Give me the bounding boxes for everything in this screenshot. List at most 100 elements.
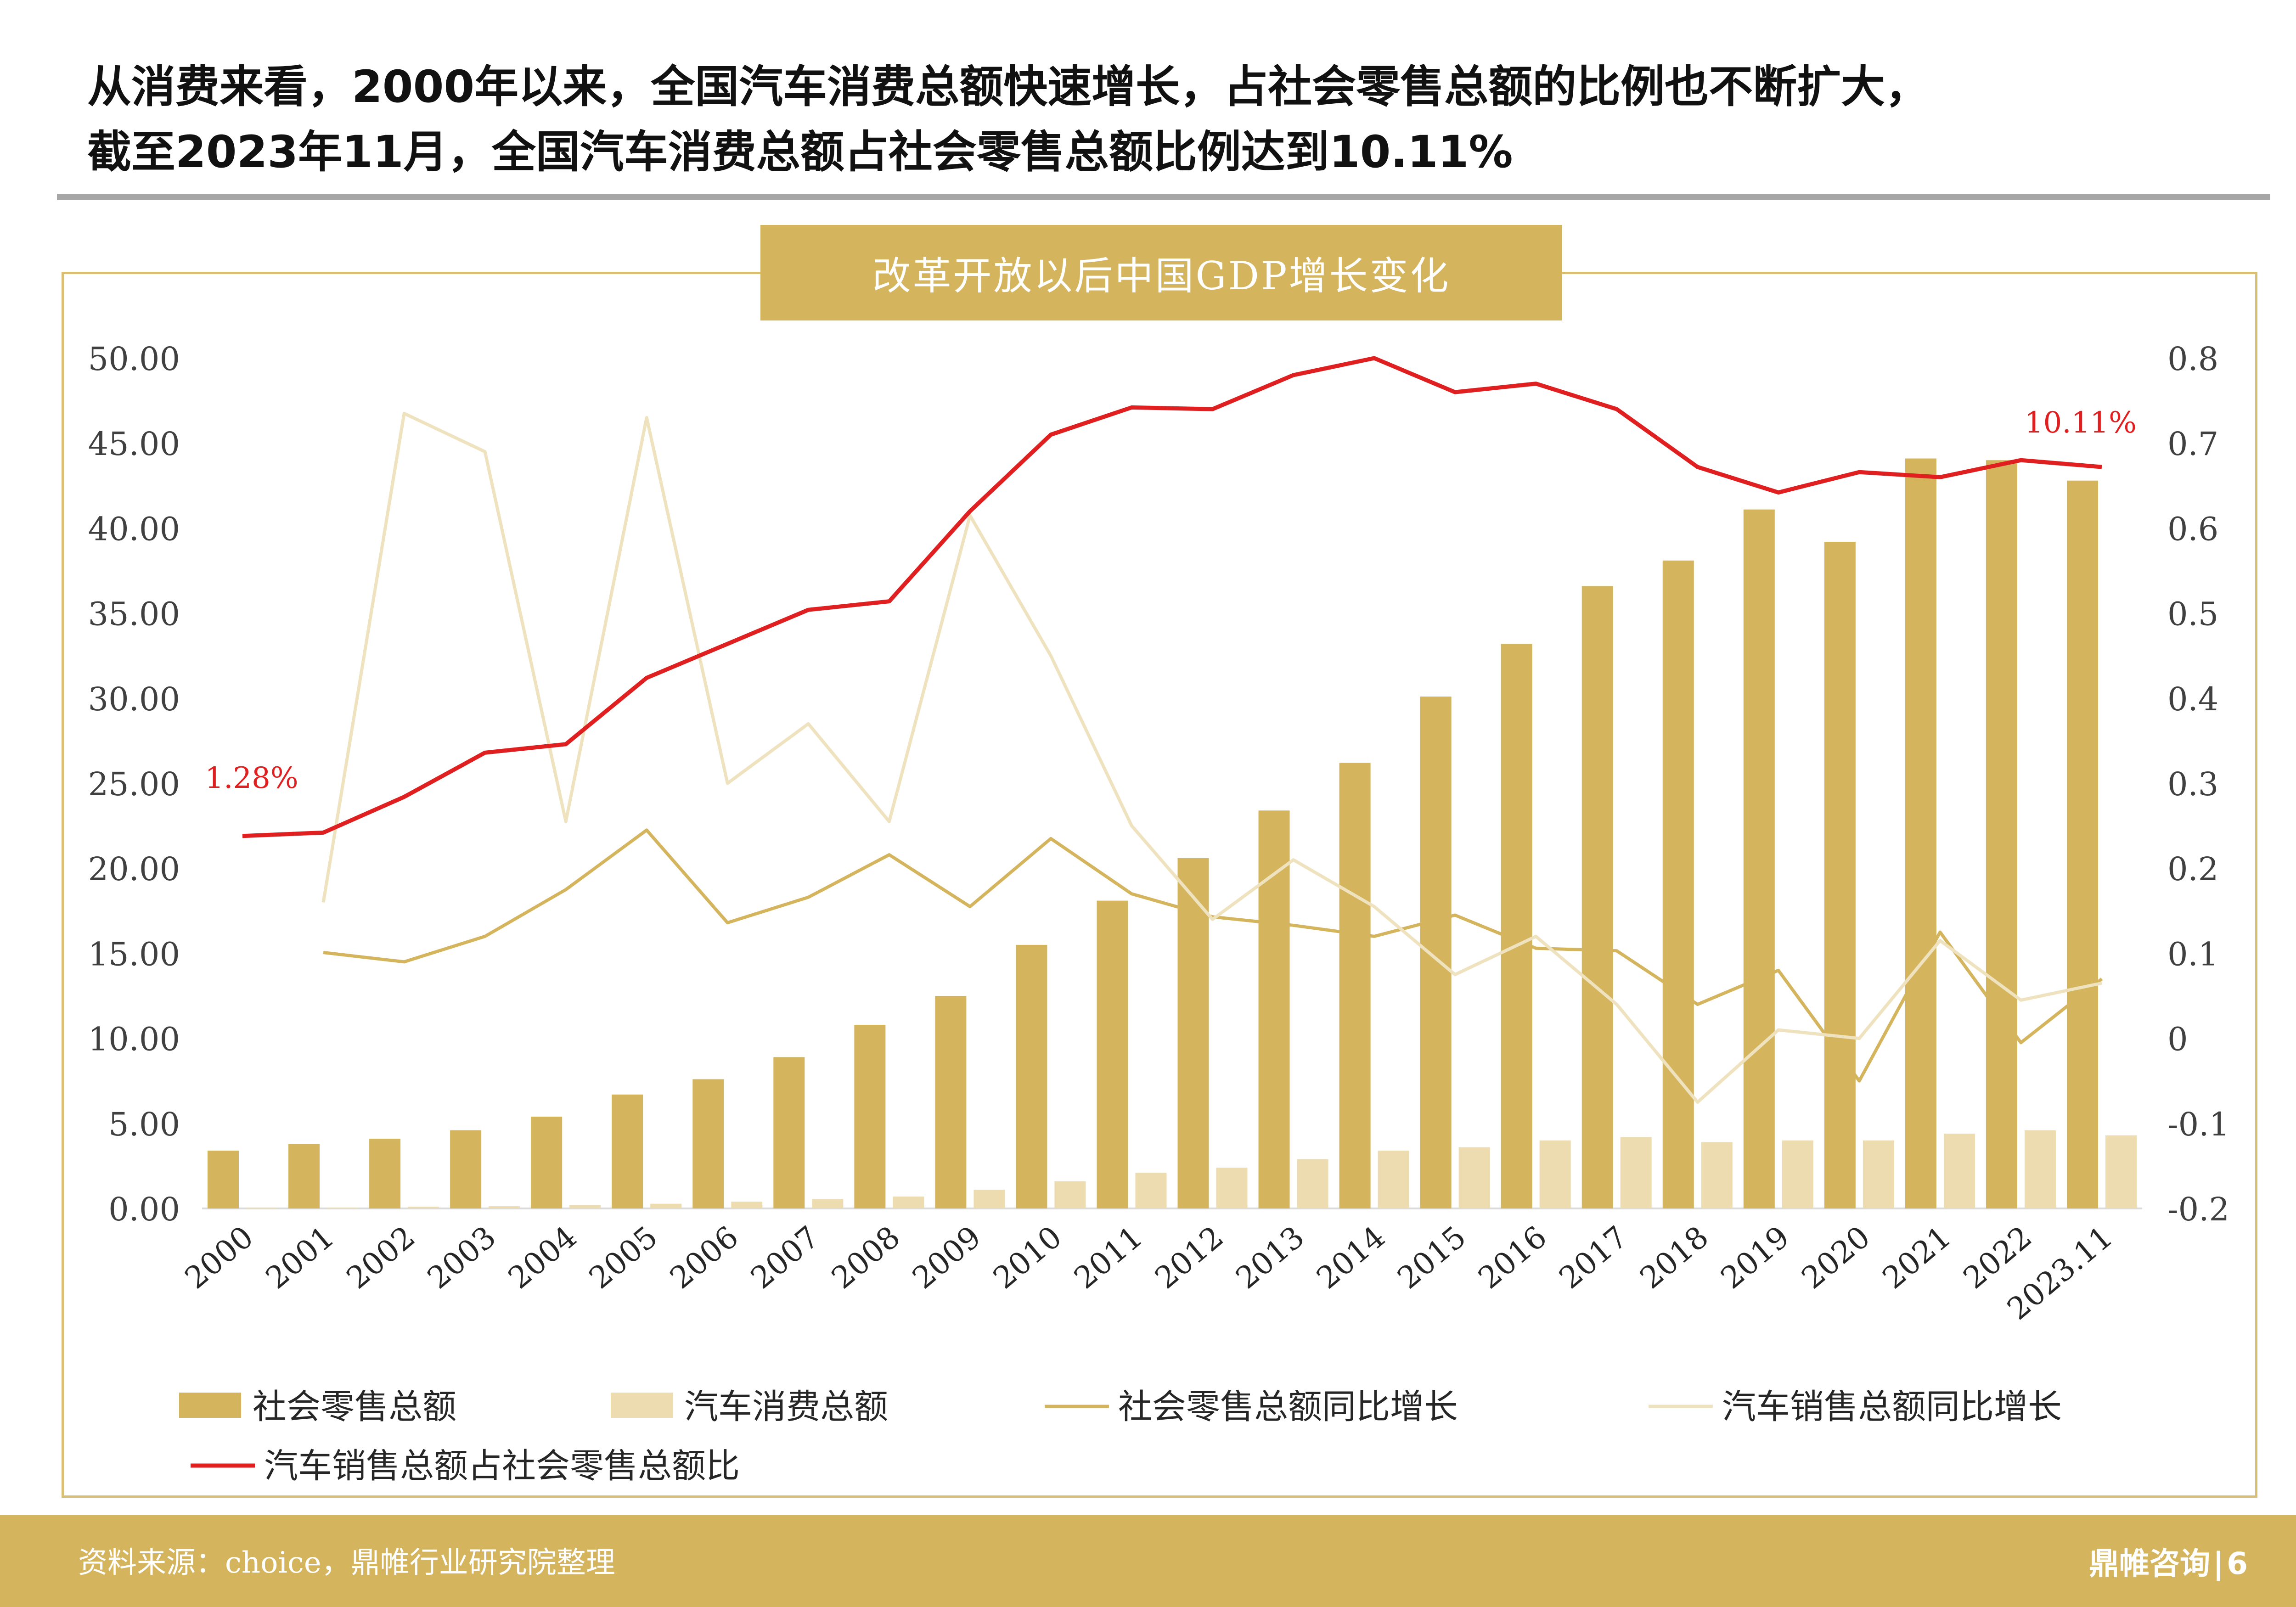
bar-auto-consumption — [1782, 1140, 1813, 1208]
bar-retail-total — [1824, 542, 1856, 1208]
bar-auto-consumption — [1378, 1151, 1409, 1208]
bar-retail-total — [1016, 944, 1047, 1208]
y-right-tick-label: -0.2 — [2167, 1191, 2229, 1228]
y-left-tick-label: 25.00 — [88, 765, 180, 803]
headline-line-1: 从消费来看，2000年以来，全国汽车消费总额快速增长，占社会零售总额的比例也不断… — [87, 61, 1930, 112]
bar-retail-total — [1986, 460, 2017, 1208]
series-line-1 — [323, 828, 2103, 1083]
x-tick-label: 2015 — [1391, 1219, 1473, 1296]
legend-label: 社会零售总额同比增长 — [1118, 1387, 1458, 1427]
y-right-tick-label: 0 — [2167, 1021, 2188, 1058]
y-left-tick-label: 20.00 — [88, 850, 180, 888]
legend-label: 社会零售总额 — [253, 1387, 456, 1427]
bar-retail-total — [1339, 763, 1371, 1208]
bar-retail-total — [612, 1094, 643, 1208]
bar-retail-total — [1258, 810, 1290, 1208]
bar-auto-consumption — [246, 1208, 278, 1209]
bar-retail-total — [854, 1024, 886, 1208]
x-tick-label: 2007 — [744, 1219, 826, 1296]
y-right-tick-label: 0.1 — [2167, 935, 2218, 973]
bar-auto-consumption — [569, 1205, 601, 1208]
x-tick-label: 2001 — [259, 1219, 341, 1296]
source-note: 资料来源：choice，鼎帷行业研究院整理 — [78, 1546, 615, 1580]
x-tick-label: 2013 — [1229, 1219, 1311, 1296]
y-right-tick-label: 0.5 — [2167, 596, 2218, 633]
bar-retail-total — [1905, 458, 1936, 1208]
chart-title: 改革开放以后中国GDP增长变化 — [760, 225, 1562, 320]
y-left-tick-label: 40.00 — [88, 510, 180, 548]
x-tick-label: 2019 — [1714, 1219, 1796, 1296]
bar-retail-total — [1420, 697, 1452, 1208]
bar-retail-total — [1097, 900, 1128, 1208]
x-tick-label: 2002 — [340, 1219, 422, 1296]
bar-retail-total — [773, 1057, 805, 1208]
bar-retail-total — [450, 1130, 482, 1208]
bar-auto-consumption — [812, 1199, 844, 1208]
y-right-tick-label: 0.8 — [2167, 340, 2218, 378]
bar-retail-total — [1743, 509, 1775, 1208]
legend-label: 汽车消费总额 — [684, 1387, 888, 1427]
y-right-tick-label: 0.6 — [2167, 510, 2218, 548]
legend-label: 汽车销售总额同比增长 — [1722, 1387, 2062, 1427]
y-left-tick-label: 10.00 — [88, 1021, 180, 1058]
x-tick-label: 2018 — [1633, 1219, 1715, 1296]
bar-retail-total — [208, 1151, 239, 1208]
page-number: 6 — [2227, 1546, 2248, 1581]
bar-auto-consumption — [1943, 1134, 1975, 1208]
footer-bar — [0, 1515, 2296, 1607]
y-left-tick-label: 0.00 — [108, 1191, 180, 1228]
bar-auto-consumption — [2024, 1130, 2056, 1208]
bar-auto-consumption — [1458, 1147, 1490, 1208]
legend-swatch — [179, 1393, 241, 1418]
data-label: 10.11% — [2025, 406, 2137, 440]
x-tick-label: 2014 — [1310, 1219, 1392, 1296]
bar-retail-total — [288, 1144, 320, 1208]
bar-auto-consumption — [1297, 1159, 1328, 1208]
bar-auto-consumption — [1620, 1137, 1652, 1208]
y-left-tick-label: 45.00 — [88, 425, 180, 463]
x-tick-label: 2006 — [663, 1219, 745, 1296]
y-left-tick-label: 5.00 — [108, 1106, 180, 1143]
x-tick-label: 2017 — [1553, 1219, 1634, 1296]
y-left-tick-label: 15.00 — [88, 935, 180, 973]
x-tick-label: 2010 — [987, 1219, 1069, 1296]
bar-auto-consumption — [974, 1190, 1005, 1208]
bar-auto-consumption — [1054, 1181, 1086, 1208]
y-right-tick-label: 0.7 — [2167, 425, 2218, 463]
x-tick-label: 2005 — [582, 1219, 664, 1296]
x-tick-label: 2011 — [1068, 1219, 1149, 1296]
bar-auto-consumption — [489, 1206, 520, 1208]
bar-auto-consumption — [650, 1203, 682, 1208]
series-line-3 — [242, 356, 2102, 838]
legend-swatch — [611, 1393, 673, 1418]
bar-auto-consumption — [2105, 1135, 2137, 1208]
legend-label: 汽车销售总额占社会零售总额比 — [264, 1446, 740, 1486]
brand-label: 鼎帷咨询|6 — [2089, 1539, 2248, 1583]
x-tick-label: 2012 — [1148, 1219, 1230, 1296]
bar-auto-consumption — [1216, 1168, 1248, 1208]
bar-retail-total — [1662, 560, 1694, 1208]
y-right-tick-label: -0.1 — [2167, 1106, 2229, 1143]
y-left-tick-label: 35.00 — [88, 596, 180, 633]
y-right-tick-label: 0.3 — [2167, 765, 2218, 803]
data-label: 1.28% — [205, 761, 298, 795]
y-left-tick-label: 30.00 — [88, 680, 180, 718]
headline: 从消费来看，2000年以来，全国汽车消费总额快速增长，占社会零售总额的比例也不断… — [87, 54, 2291, 185]
x-tick-label: 2003 — [421, 1219, 502, 1296]
bar-auto-consumption — [408, 1207, 439, 1208]
x-tick-label: 2009 — [906, 1219, 988, 1296]
bar-retail-total — [1177, 858, 1209, 1208]
bar-retail-total — [692, 1079, 724, 1208]
x-tick-label: 2008 — [825, 1219, 906, 1296]
bar-retail-total — [1501, 644, 1532, 1208]
y-left-tick-label: 50.00 — [88, 340, 180, 378]
brand-name: 鼎帷咨询 — [2088, 1546, 2210, 1581]
bar-auto-consumption — [731, 1202, 763, 1208]
title-divider — [57, 194, 2270, 200]
x-tick-label: 2020 — [1795, 1219, 1877, 1296]
bar-auto-consumption — [1135, 1173, 1167, 1208]
bar-auto-consumption — [1863, 1140, 1894, 1208]
bar-retail-total — [935, 996, 967, 1208]
headline-line-2: 截至2023年11月，全国汽车消费总额占社会零售总额比例达到10.11% — [87, 126, 1513, 178]
